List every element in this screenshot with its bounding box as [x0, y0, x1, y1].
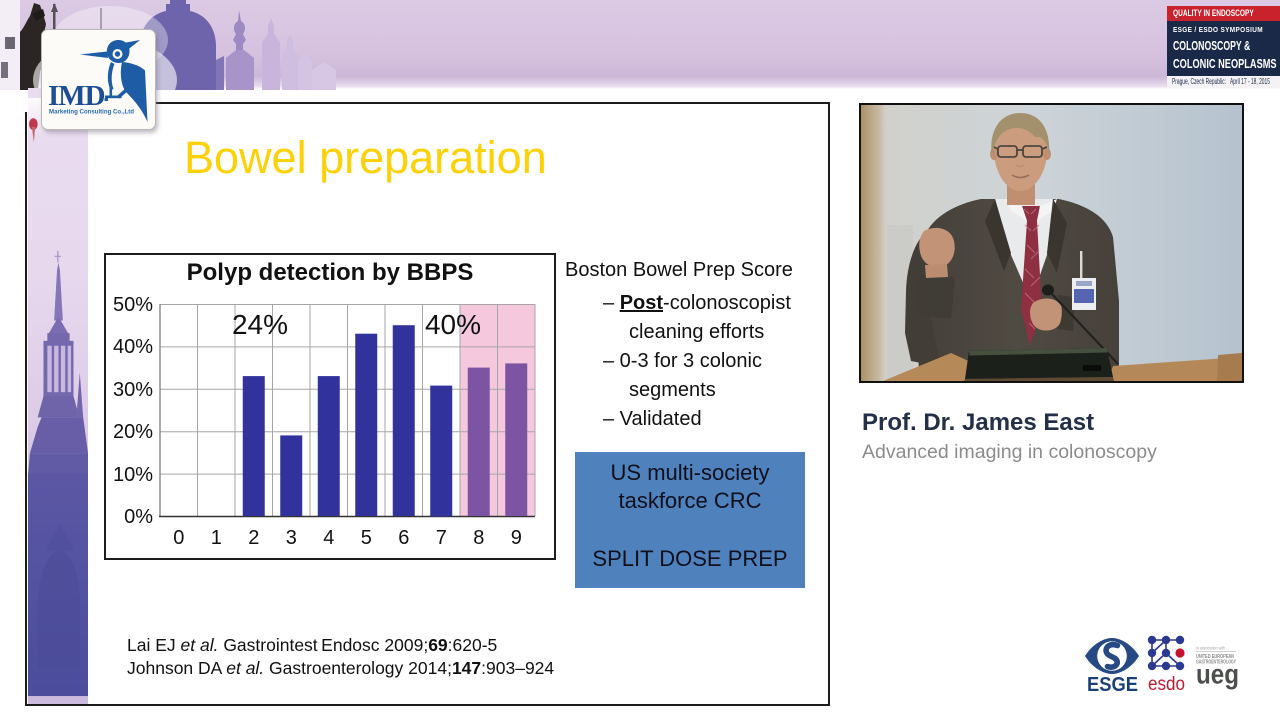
svg-text:1: 1: [211, 527, 222, 549]
svg-text:0: 0: [173, 527, 184, 549]
svg-text:40%: 40%: [113, 336, 153, 358]
svg-text:8: 8: [473, 527, 484, 549]
svg-text:30%: 30%: [113, 379, 153, 401]
svg-text:GASTROENTEROLOGY: GASTROENTEROLOGY: [1196, 660, 1236, 666]
svg-text:9: 9: [511, 527, 522, 549]
svg-text:50%: 50%: [113, 294, 153, 316]
svg-text:3: 3: [286, 527, 297, 549]
svg-text:UNITED EUROPEAN: UNITED EUROPEAN: [1196, 654, 1234, 660]
svg-text:ESGE: ESGE: [1087, 674, 1138, 694]
svg-text:2: 2: [248, 527, 259, 549]
svg-text:0%: 0%: [124, 506, 153, 528]
svg-text:Marketing Consulting Co.,Ltd: Marketing Consulting Co.,Ltd: [49, 109, 134, 116]
svg-text:7: 7: [436, 527, 447, 549]
svg-text:esdo: esdo: [1148, 674, 1185, 694]
svg-text:24%: 24%: [232, 309, 288, 340]
svg-text:40%: 40%: [425, 309, 481, 340]
svg-text:ueg: ueg: [1196, 659, 1239, 690]
svg-text:in association with: in association with: [1196, 646, 1225, 651]
svg-text:5: 5: [361, 527, 372, 549]
svg-text:6: 6: [398, 527, 409, 549]
svg-text:IMD: IMD: [48, 80, 105, 112]
svg-text:20%: 20%: [113, 421, 153, 443]
svg-text:10%: 10%: [113, 464, 153, 486]
svg-text:4: 4: [323, 527, 334, 549]
